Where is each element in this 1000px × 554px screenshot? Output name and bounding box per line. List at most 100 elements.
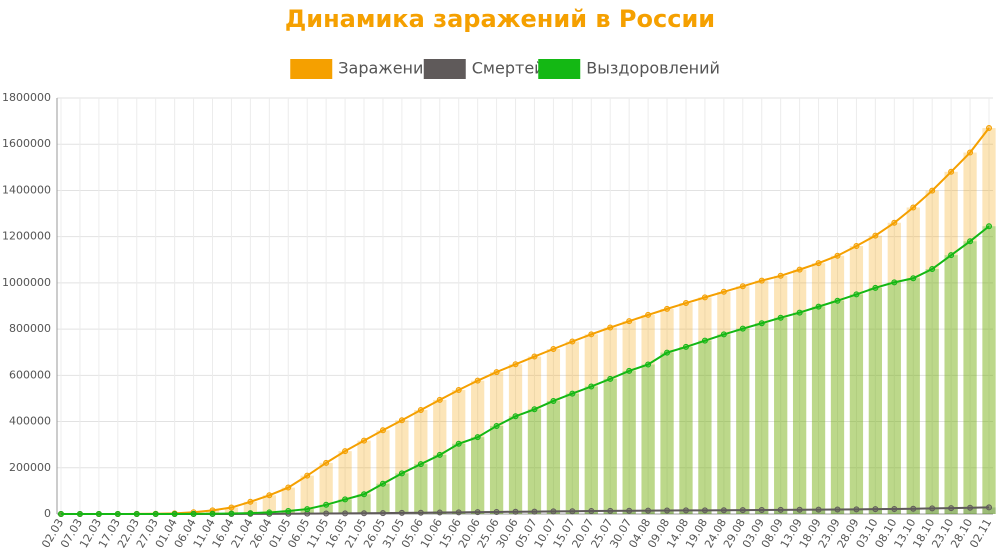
point [362,438,367,443]
point [324,460,329,465]
point [456,388,461,393]
point [494,509,499,514]
point [759,321,764,326]
point [267,493,272,498]
point [437,452,442,457]
point [930,506,935,511]
bar [869,288,882,514]
point [570,509,575,514]
bar [944,255,957,514]
y-tick-label: 0 [44,507,51,520]
legend-label: Смертей [472,59,545,78]
point [911,506,916,511]
point [627,368,632,373]
point [892,220,897,225]
point [324,502,329,507]
point [968,239,973,244]
point [570,391,575,396]
legend-label: Выздоровлений [586,59,720,78]
bar [433,455,446,514]
point [286,508,291,513]
point [949,169,954,174]
bar [907,278,920,514]
point [646,362,651,367]
point [740,508,745,513]
point [759,278,764,283]
y-tick-label: 600000 [9,368,51,381]
point [949,506,954,511]
bar [566,394,579,514]
bar [623,371,636,514]
point [248,499,253,504]
point [532,354,537,359]
point [494,370,499,375]
point [96,512,101,517]
point [892,280,897,285]
point [987,126,992,131]
point [551,509,556,514]
point [513,414,518,419]
point [816,261,821,266]
point [380,428,385,433]
bar [376,484,389,514]
point [627,319,632,324]
point [115,511,120,516]
point [797,507,802,512]
point [77,512,82,517]
point [532,509,537,514]
point [399,418,404,423]
point [968,150,973,155]
y-tick-label: 1000000 [2,276,51,289]
bar [793,313,806,514]
bar [679,347,692,514]
point [134,511,139,516]
point [646,312,651,317]
point [456,441,461,446]
point [721,508,726,513]
point [456,510,461,515]
bar [471,437,484,514]
point [835,507,840,512]
point [854,244,859,249]
point [608,376,613,381]
y-tick-label: 1400000 [2,183,51,196]
bar [585,386,598,514]
y-tick-label: 1600000 [2,137,51,150]
point [930,188,935,193]
point [702,338,707,343]
point [172,511,177,516]
point [778,315,783,320]
bar [698,341,711,514]
bar [395,473,408,514]
point [683,508,688,513]
point [835,253,840,258]
point [343,511,348,516]
point [343,497,348,502]
point [816,507,821,512]
y-tick-label: 1200000 [2,230,51,243]
point [267,510,272,515]
point [475,435,480,440]
point [608,325,613,330]
point [911,276,916,281]
point [778,507,783,512]
point [589,384,594,389]
point [759,507,764,512]
point [494,423,499,428]
bar [831,301,844,514]
point [797,310,802,315]
point [324,511,329,516]
point [343,449,348,454]
point [665,508,670,513]
point [362,511,367,516]
point [286,485,291,490]
point [608,508,613,513]
point [683,344,688,349]
point [721,332,726,337]
point [968,505,973,510]
point [210,511,215,516]
point [532,407,537,412]
point [778,273,783,278]
